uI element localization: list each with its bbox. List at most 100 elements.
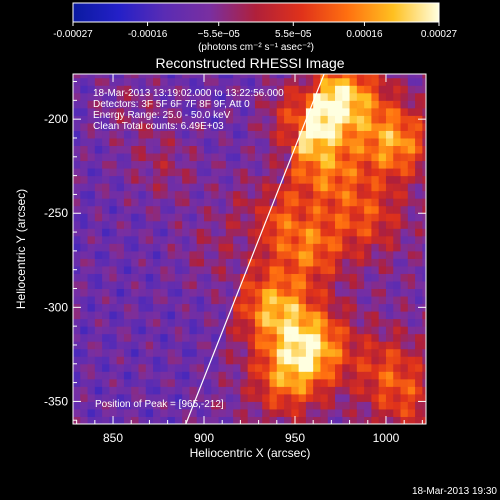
heatmap-cell [378,153,387,162]
heatmap-cell [167,160,176,169]
heatmap-cell [153,92,161,101]
heatmap-cell [218,296,227,305]
heatmap-cell [305,198,314,207]
heatmap-cell [320,333,329,342]
heatmap-cell [342,100,351,109]
heatmap-cell [218,265,227,274]
heatmap-cell [167,326,176,335]
heatmap-cell [371,77,380,86]
heatmap-cell [254,258,263,267]
heatmap-cell [415,205,423,214]
heatmap-cell [138,122,147,131]
heatmap-cell [160,378,169,387]
chart-title: Reconstructed RHESSI Image [155,55,344,71]
heatmap-cell [385,341,394,350]
heatmap-cell [174,145,183,154]
heatmap-cell [313,273,321,282]
heatmap-cell [284,153,292,162]
heatmap-cell [262,220,271,229]
heatmap-cell [94,378,103,387]
heatmap-cell [167,356,176,365]
heatmap-cell [393,168,402,177]
heatmap-cell [123,258,132,267]
heatmap-cell [109,122,118,131]
heatmap-cell [335,175,343,184]
heatmap-cell [415,228,423,237]
heatmap-cell [320,326,329,335]
heatmap-cell [189,356,198,365]
heatmap-cell [269,85,278,94]
heatmap-cell [298,273,307,282]
heatmap-cell [167,122,176,131]
heatmap-cell [335,296,343,305]
heatmap-cell [284,115,292,124]
heatmap-cell [233,130,241,139]
heatmap-cell [371,393,380,402]
heatmap-cell [196,243,205,252]
heatmap-cell [335,280,343,290]
heatmap-cell [247,190,256,199]
heatmap-cell [327,100,336,109]
heatmap-cell [116,333,125,342]
heatmap-cell [349,363,358,372]
heatmap-cell [276,326,285,335]
heatmap-cell [378,378,387,387]
heatmap-cell [94,92,103,101]
heatmap-cell [167,288,176,297]
heatmap-cell [182,250,190,259]
heatmap-cell [131,137,140,147]
heatmap-cell [276,258,285,267]
heatmap-cell [407,115,416,124]
heatmap-cell [393,356,402,365]
heatmap-cell [356,416,365,424]
heatmap-cell [73,318,81,327]
heatmap-cell [320,115,329,124]
heatmap-cell [131,341,140,350]
heatmap-cell [385,378,394,387]
heatmap-cell [211,303,220,312]
heatmap-cell [145,273,154,282]
heatmap-cell [211,408,220,417]
heatmap-cell [196,168,205,177]
heatmap-cell [262,92,271,101]
heatmap-cell [269,303,278,312]
heatmap-cell [291,318,300,327]
heatmap-cell [305,190,314,199]
heatmap-cell [116,235,125,244]
heatmap-cell [174,326,183,335]
heatmap-cell [385,85,394,94]
heatmap-cell [80,153,89,162]
heatmap-cell [196,288,205,297]
heatmap-cell [422,153,426,162]
heatmap-cell [327,243,336,252]
heatmap-cell [342,122,351,131]
heatmap-cell [174,378,183,387]
heatmap-cell [167,386,176,395]
heatmap-cell [254,386,263,395]
heatmap-cell [364,318,372,327]
heatmap-cell [204,213,212,222]
heatmap-cell [313,168,321,177]
heatmap-cell [422,175,426,184]
heatmap-cell [371,378,380,387]
heatmap-cell [182,168,190,177]
heatmap-cell [240,296,249,305]
heatmap-cell [378,175,387,184]
heatmap-cell [153,168,161,177]
heatmap-cell [320,341,329,350]
heatmap-cell [269,74,278,79]
heatmap-cell [254,160,263,169]
heatmap-cell [349,326,358,335]
heatmap-cell [298,190,307,199]
heatmap-cell [87,273,96,282]
heatmap-cell [364,296,372,305]
heatmap-cell [225,77,234,86]
heatmap-cell [327,341,336,350]
heatmap-cell [400,273,409,282]
heatmap-cell [298,416,307,424]
heatmap-cell [131,220,140,229]
heatmap-cell [407,258,416,267]
heatmap-cell [109,235,118,244]
heatmap-cell [407,85,416,94]
heatmap-cell [225,92,234,101]
